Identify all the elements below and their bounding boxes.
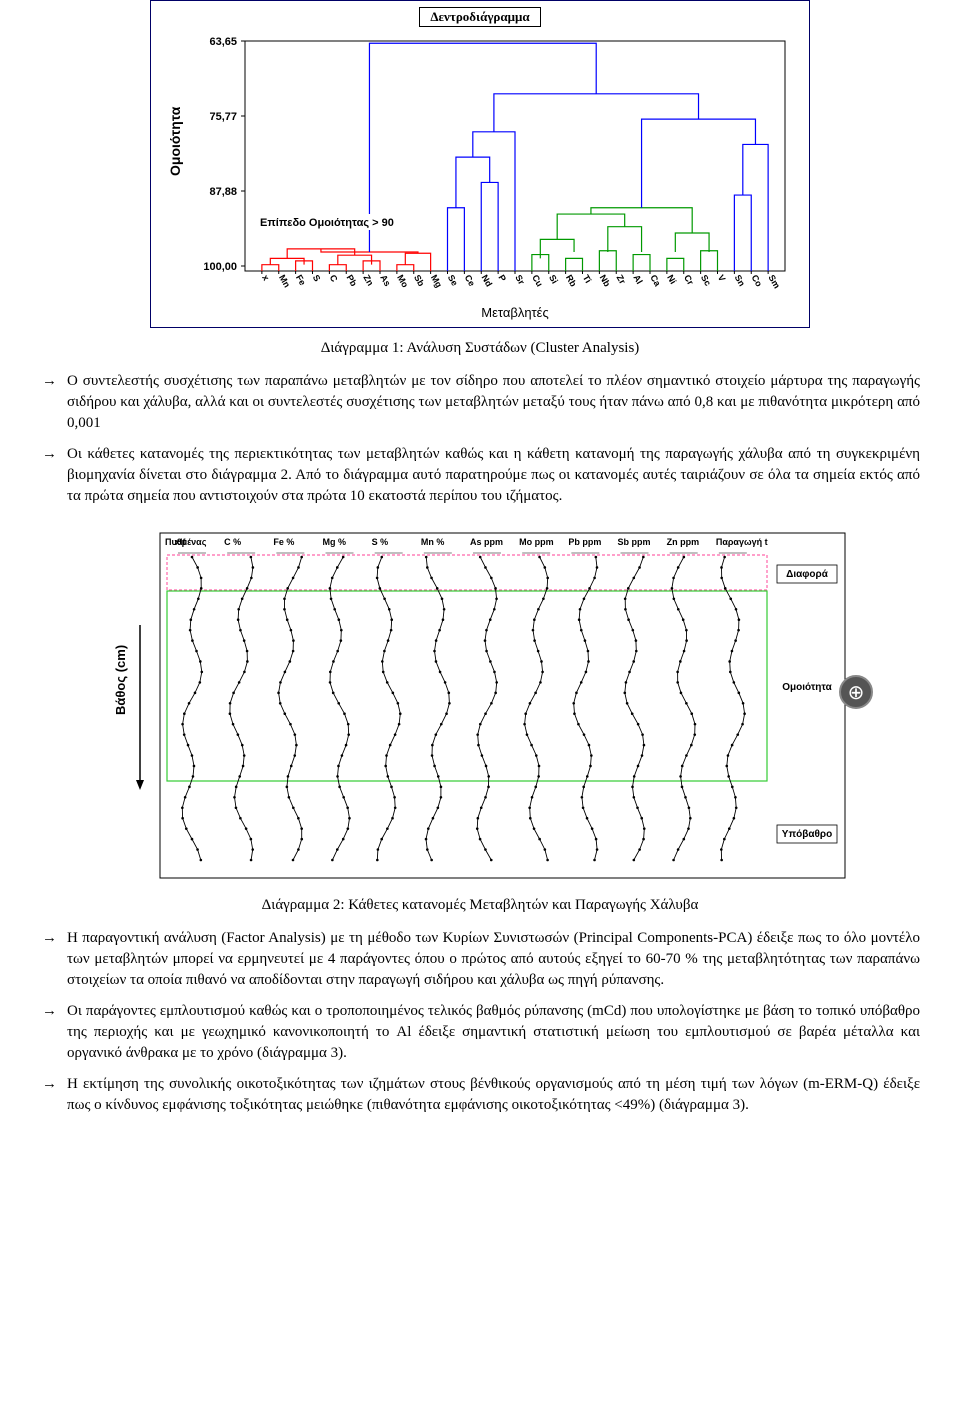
- svg-text:Sc: Sc: [699, 273, 713, 288]
- svg-text:Se: Se: [446, 273, 460, 288]
- dendro-x-axis-label: Μεταβλητές: [481, 305, 549, 320]
- profiles-svg: Βάθος (cm) Πυθμέναςxlf C % Fe % Mg % S % Mn %…: [105, 525, 855, 885]
- svg-text:Zn: Zn: [361, 273, 375, 288]
- svg-text:Mg: Mg: [429, 273, 444, 289]
- bullet-text: Η παραγοντική ανάλυση (Factor Analysis) …: [67, 928, 920, 991]
- bullet-item: → Οι κάθετες κατανομές της περιεκτικότητ…: [40, 444, 920, 507]
- svg-text:Ca: Ca: [648, 273, 663, 289]
- svg-text:xlf: xlf: [175, 537, 187, 547]
- svg-text:Mn %: Mn %: [421, 537, 445, 547]
- dendrogram-figure: Δεντροδιάγραμμα Ομοιότητα 63,65 75,77 87,8…: [40, 0, 920, 357]
- dendrogram-title: Δεντροδιάγραμμα: [419, 7, 540, 27]
- svg-text:Nd: Nd: [480, 273, 495, 288]
- svg-text:87,88: 87,88: [209, 186, 237, 198]
- svg-text:Ni: Ni: [665, 273, 678, 286]
- bullet-item: → Η παραγοντική ανάλυση (Factor Analysis…: [40, 928, 920, 991]
- svg-text:Mo ppm: Mo ppm: [519, 537, 554, 547]
- right-label-sim: Ομοιότητα: [782, 682, 832, 693]
- svg-text:Ce: Ce: [463, 273, 477, 288]
- svg-text:Sn: Sn: [733, 273, 747, 288]
- svg-text:Co: Co: [750, 273, 765, 289]
- svg-text:Ti: Ti: [581, 273, 594, 285]
- profiles-y-label: Βάθος (cm): [113, 645, 128, 715]
- svg-text:63,65: 63,65: [209, 36, 237, 48]
- svg-text:Παραγωγή t: Παραγωγή t: [716, 537, 768, 547]
- svg-text:Fe: Fe: [294, 273, 308, 287]
- dendrogram-caption: Διάγραμμα 1: Ανάλυση Συστάδων (Cluster A…: [40, 340, 920, 357]
- dendro-y-label: Ομοιότητα: [167, 106, 183, 176]
- svg-text:Rb: Rb: [564, 273, 579, 289]
- svg-text:Nb: Nb: [598, 273, 613, 289]
- arrow-icon: →: [40, 928, 57, 991]
- arrow-icon: →: [40, 444, 57, 507]
- svg-text:C: C: [328, 273, 340, 284]
- svg-text:x: x: [260, 273, 271, 282]
- right-label-bg: Υπόβαθρο: [782, 829, 832, 840]
- svg-text:As ppm: As ppm: [470, 537, 503, 547]
- svg-text:Fe %: Fe %: [273, 537, 294, 547]
- dendrogram-box: Δεντροδιάγραμμα Ομοιότητα 63,65 75,77 87,8…: [150, 0, 810, 328]
- bullet-item: → Η εκτίμηση της συνολικής οικοτοξικότητ…: [40, 1074, 920, 1116]
- svg-text:Sb: Sb: [412, 273, 427, 288]
- svg-text:Pb ppm: Pb ppm: [568, 537, 601, 547]
- svg-text:100,00: 100,00: [203, 261, 237, 273]
- svg-text:S: S: [311, 273, 323, 283]
- dendrogram-svg: Ομοιότητα 63,65 75,77 87,88 100,00 Επίπεδο …: [160, 31, 800, 321]
- svg-text:Al: Al: [631, 273, 644, 286]
- svg-text:V: V: [716, 273, 728, 283]
- svg-text:Sm: Sm: [766, 273, 782, 290]
- svg-text:Mg %: Mg %: [323, 537, 347, 547]
- svg-text:S %: S %: [372, 537, 389, 547]
- arrow-icon: →: [40, 1074, 57, 1116]
- svg-text:Cr: Cr: [682, 273, 696, 287]
- bullet-text: Οι παράγοντες εμπλουτισμού καθώς και ο τ…: [67, 1001, 920, 1064]
- svg-text:Πυθμένας: Πυθμένας: [165, 537, 207, 547]
- bullets-group-2: → Η παραγοντική ανάλυση (Factor Analysis…: [40, 928, 920, 1116]
- svg-text:As: As: [378, 273, 392, 288]
- svg-text:Επίπεδο Ομοιότητας > 90: Επίπεδο Ομοιότητας > 90: [260, 217, 394, 229]
- bullets-group-1: → Ο συντελεστής συσχέτισης των παραπάνω …: [40, 371, 920, 507]
- arrow-icon: →: [40, 1001, 57, 1064]
- bullet-item: → Οι παράγοντες εμπλουτισμού καθώς και ο…: [40, 1001, 920, 1064]
- svg-text:Cu: Cu: [530, 273, 545, 288]
- arrow-icon: →: [40, 371, 57, 434]
- svg-text:C %: C %: [224, 537, 241, 547]
- svg-text:P: P: [496, 273, 508, 283]
- zoom-icon[interactable]: ⊕: [839, 675, 873, 709]
- svg-text:75,77: 75,77: [209, 111, 237, 123]
- profiles-caption: Διάγραμμα 2: Κάθετες κατανομές Μεταβλητώ…: [40, 897, 920, 914]
- svg-text:Mn: Mn: [277, 273, 292, 289]
- profiles-figure: Βάθος (cm) Πυθμέναςxlf C % Fe % Mg % S % Mn %…: [40, 525, 920, 914]
- svg-text:Sb ppm: Sb ppm: [618, 537, 651, 547]
- svg-text:Zn ppm: Zn ppm: [667, 537, 700, 547]
- svg-text:Zr: Zr: [615, 273, 628, 286]
- svg-text:Mo: Mo: [395, 273, 410, 290]
- dendro-threshold: Επίπεδο Ομοιότητας > 90: [258, 214, 408, 230]
- bullet-text: Ο συντελεστής συσχέτισης των παραπάνω με…: [67, 371, 920, 434]
- svg-text:Sr: Sr: [513, 273, 527, 287]
- svg-text:Pb: Pb: [345, 273, 360, 288]
- svg-text:Si: Si: [547, 273, 560, 285]
- bullet-text: Οι κάθετες κατανομές της περιεκτικότητας…: [67, 444, 920, 507]
- bullet-item: → Ο συντελεστής συσχέτισης των παραπάνω …: [40, 371, 920, 434]
- right-label-diff: Διαφορά: [786, 569, 829, 580]
- bullet-text: Η εκτίμηση της συνολικής οικοτοξικότητας…: [67, 1074, 920, 1116]
